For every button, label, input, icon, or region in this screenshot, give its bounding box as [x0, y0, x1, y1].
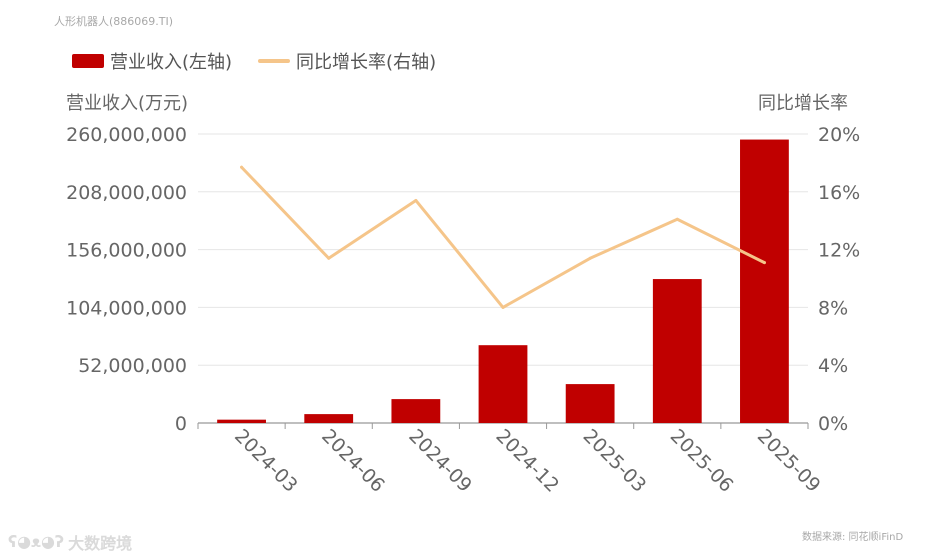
legend-growth-label: 同比增长率(右轴)	[296, 52, 437, 73]
legend: 营业收入(左轴) 同比增长率(右轴)	[72, 48, 462, 74]
y2-tick-label: 20%	[818, 124, 860, 146]
growth-point-2024-03	[240, 165, 244, 169]
legend-bar-swatch	[72, 54, 104, 68]
y2-tick-label: 16%	[818, 182, 860, 204]
growth-point-2025-09	[762, 261, 766, 265]
bar-2025-03	[565, 384, 615, 423]
y-tick-label: 156,000,000	[66, 240, 187, 262]
y-tick-label: 208,000,000	[66, 182, 187, 204]
data-source-note: 数据来源: 同花顺iFinD	[802, 532, 904, 543]
bar-2025-06	[652, 279, 702, 423]
x-tick-label: 2024-03	[230, 425, 302, 497]
y-tick-label: 52,000,000	[78, 355, 187, 377]
bar-2025-09	[740, 139, 789, 424]
y2-axis-title: 同比增长率	[758, 93, 848, 114]
chart-source-title: 人形机器人(886069.TI)	[54, 15, 174, 28]
bar-2024-12	[478, 345, 528, 423]
y2-tick-label: 0%	[818, 413, 848, 435]
legend-line-swatch	[258, 59, 291, 63]
growth-point-2024-12	[501, 305, 505, 309]
growth-point-2024-06	[327, 256, 331, 260]
y2-tick-label: 4%	[818, 355, 848, 377]
bar-2024-06	[304, 414, 354, 423]
bar-2024-09	[391, 399, 441, 423]
legend-item-revenue[interactable]: 营业收入(左轴)	[72, 48, 232, 74]
growth-point-2024-09	[414, 198, 418, 202]
y2-tick-label: 8%	[818, 297, 848, 319]
watermark-text: 大数跨境	[68, 534, 133, 553]
y-tick-label: 104,000,000	[66, 297, 187, 319]
x-tick-label: 2024-06	[317, 425, 389, 497]
y-axis-title: 营业收入(万元)	[66, 93, 189, 114]
legend-revenue-label: 营业收入(左轴)	[110, 52, 233, 73]
watermark-logo-icon: ʕ◕ᴥ◕ʔ	[8, 532, 65, 551]
y2-tick-label: 12%	[818, 240, 860, 262]
legend-item-growth[interactable]: 同比增长率(右轴)	[258, 48, 436, 74]
x-tick-label: 2025-03	[579, 425, 651, 497]
x-tick-label: 2024-12	[491, 425, 563, 497]
x-tick-label: 2025-09	[753, 425, 825, 497]
y-tick-label: 0	[175, 413, 187, 435]
growth-point-2025-03	[588, 256, 592, 260]
watermark: ʕ◕ᴥ◕ʔ 大数跨境	[8, 530, 132, 554]
y-tick-label: 260,000,000	[66, 124, 187, 146]
growth-point-2025-06	[675, 217, 679, 221]
bar-2024-03	[217, 419, 266, 423]
x-tick-label: 2025-06	[666, 425, 738, 497]
x-tick-label: 2024-09	[404, 425, 476, 497]
